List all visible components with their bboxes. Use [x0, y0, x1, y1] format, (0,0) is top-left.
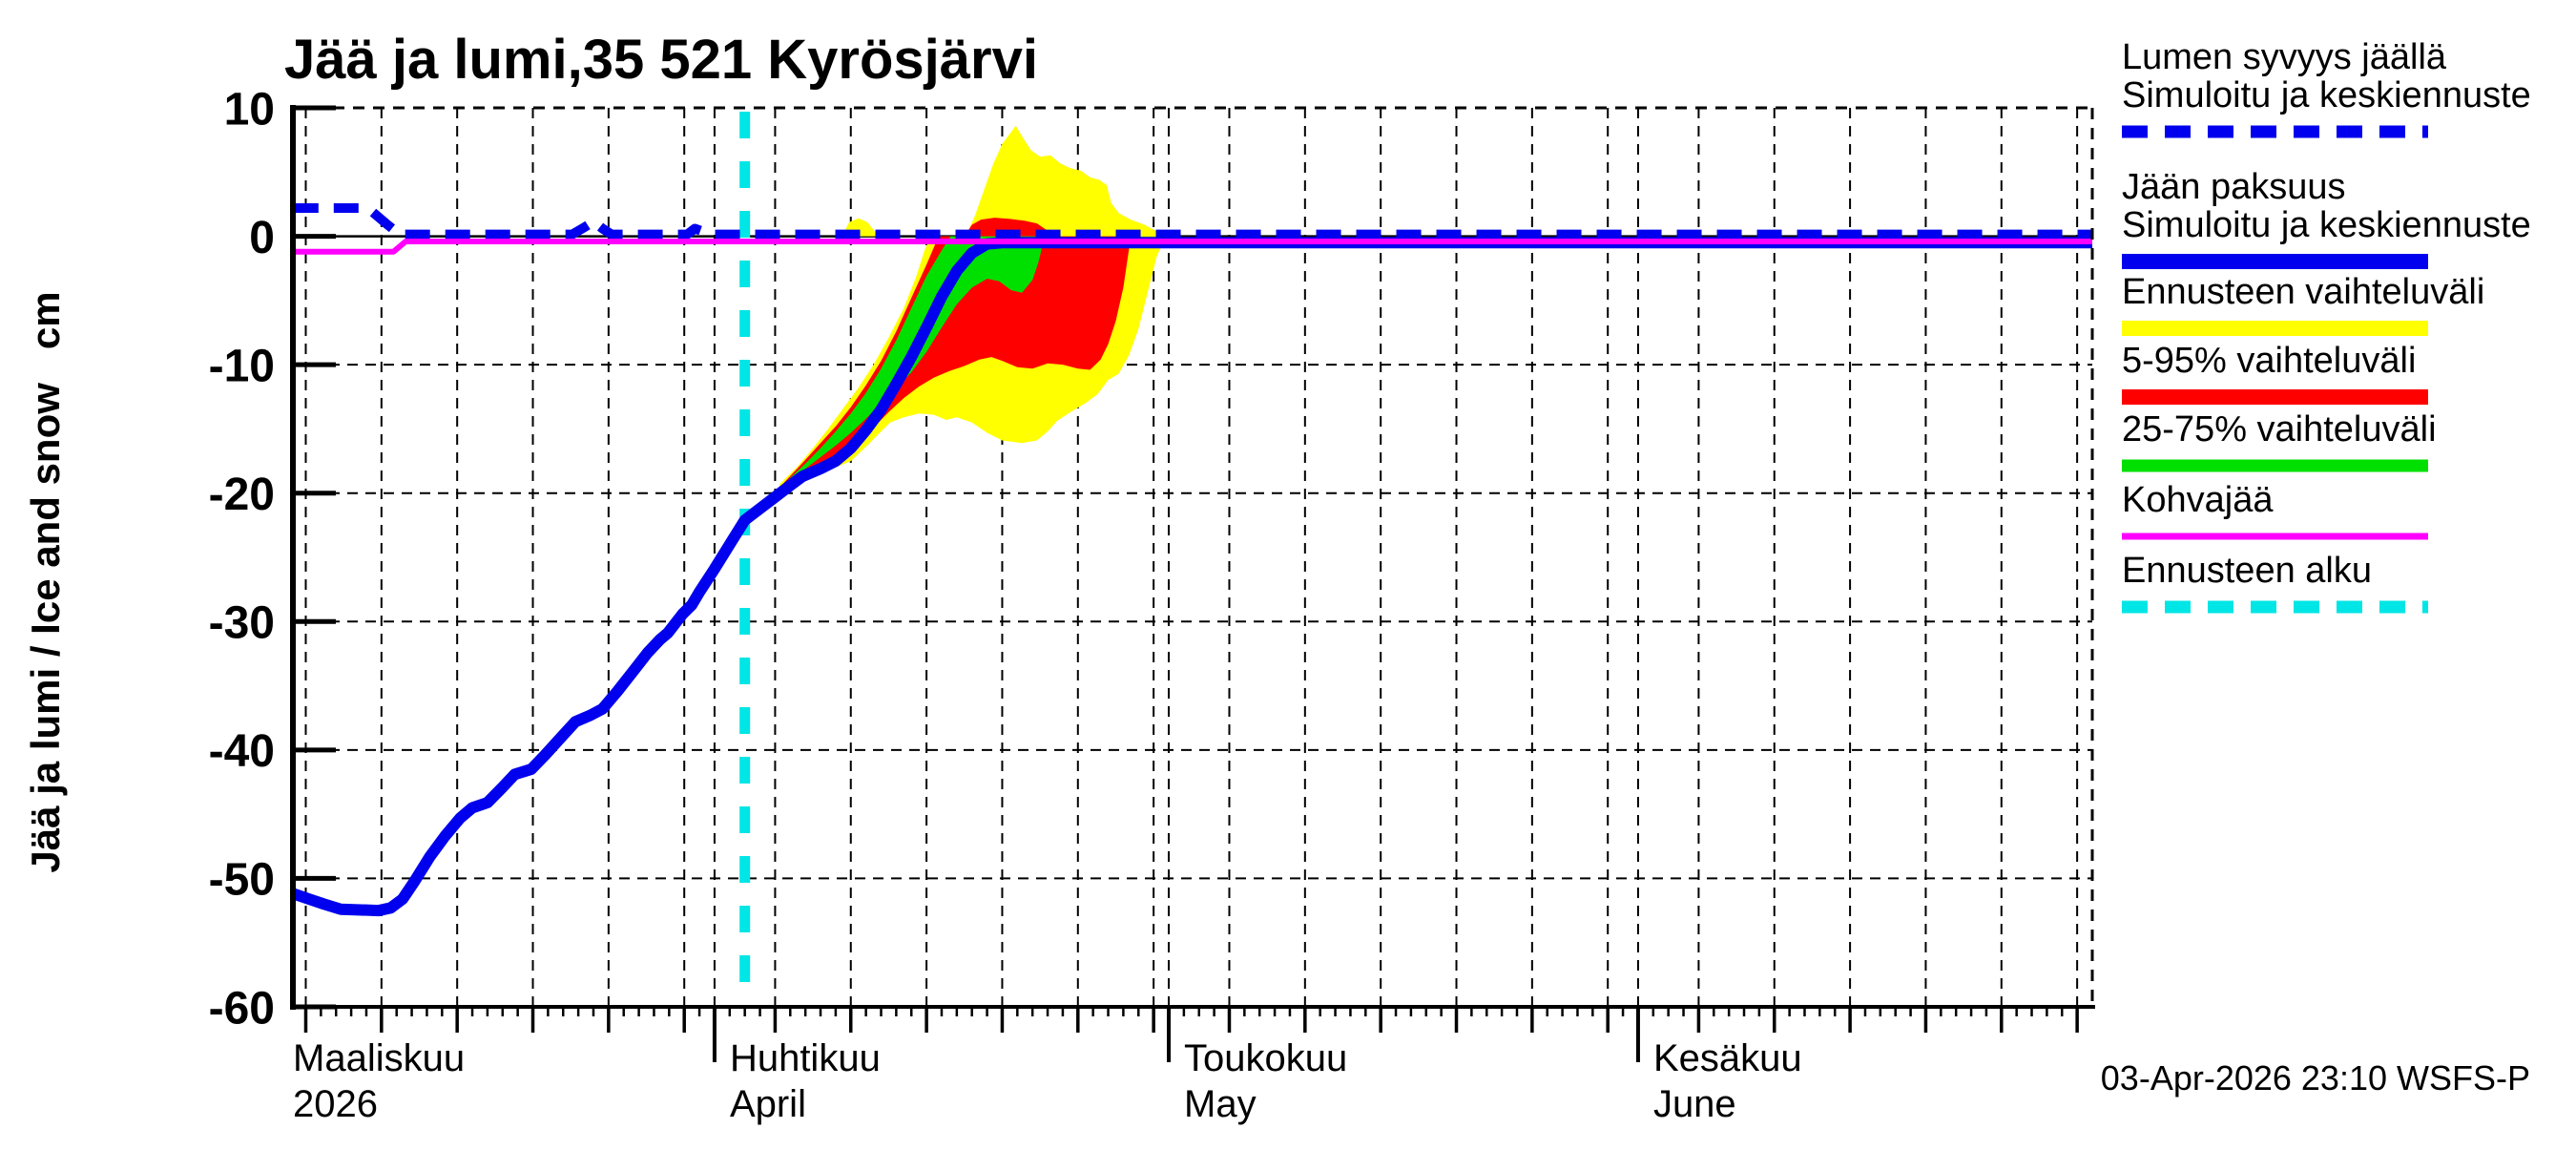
y-tick-label: -30 — [209, 598, 275, 649]
legend-label: 5-95% vaihteluväli — [2122, 341, 2416, 381]
y-tick-label: 10 — [224, 84, 275, 135]
legend-label: Lumen syvyys jäällä — [2122, 37, 2447, 77]
legend-label: Simuloitu ja keskiennuste — [2122, 205, 2531, 245]
plot-frame — [290, 105, 2095, 1010]
y-axis-title: Jää ja lumi / Ice and snow cm — [23, 291, 68, 872]
y-axis-ticks: 10 0 -10 -20 -30 -40 -50 -60 — [209, 84, 336, 1034]
band-forecast-full-range-snow-late — [966, 125, 1168, 237]
y-tick-label: -40 — [209, 726, 275, 777]
legend-label: Simuloitu ja keskiennuste — [2122, 75, 2531, 115]
chart-title: Jää ja lumi,35 521 Kyrösjärvi — [284, 29, 1038, 91]
legend-label: Ennusteen vaihteluväli — [2122, 272, 2484, 312]
month-label-fi: Toukokuu — [1184, 1037, 1347, 1079]
forecast-bands — [779, 125, 1168, 489]
legend-label: Jään paksuus — [2122, 167, 2346, 207]
legend-label: Kohvajää — [2122, 480, 2274, 520]
month-label-fi: Huhtikuu — [730, 1037, 881, 1079]
x-axis-ticks — [303, 1007, 2079, 1062]
y-tick-label: -60 — [209, 983, 275, 1034]
data-series — [291, 203, 2092, 917]
band-forecast-5-95-snow — [964, 218, 1054, 237]
timestamp-label: 03-Apr-2026 23:10 WSFS-P — [2101, 1058, 2530, 1098]
month-label-sub: May — [1184, 1083, 1257, 1125]
month-label-fi: Maaliskuu — [293, 1037, 465, 1079]
y-tick-label: -10 — [209, 341, 275, 391]
y-tick-label: -50 — [209, 855, 275, 906]
series-snow-depth-on-ice-simulated-and-mean-forecast — [293, 203, 2092, 240]
month-label-fi: Kesäkuu — [1653, 1037, 1802, 1079]
month-label-sub: April — [730, 1083, 806, 1125]
legend-label: 25-75% vaihteluväli — [2122, 409, 2437, 450]
grid-lines — [293, 108, 2092, 1007]
legend-label: Ennusteen alku — [2122, 551, 2372, 591]
month-label-sub: June — [1653, 1083, 1736, 1125]
month-label-sub: 2026 — [293, 1083, 378, 1125]
band-forecast-25-75-ice — [790, 236, 1045, 482]
y-tick-label: -20 — [209, 470, 275, 520]
series-ice-thickness-simulated-and-mean-forecast — [291, 237, 2092, 917]
series-kohvajaa-frazil-ice — [293, 239, 2092, 255]
y-tick-label: 0 — [249, 213, 275, 263]
